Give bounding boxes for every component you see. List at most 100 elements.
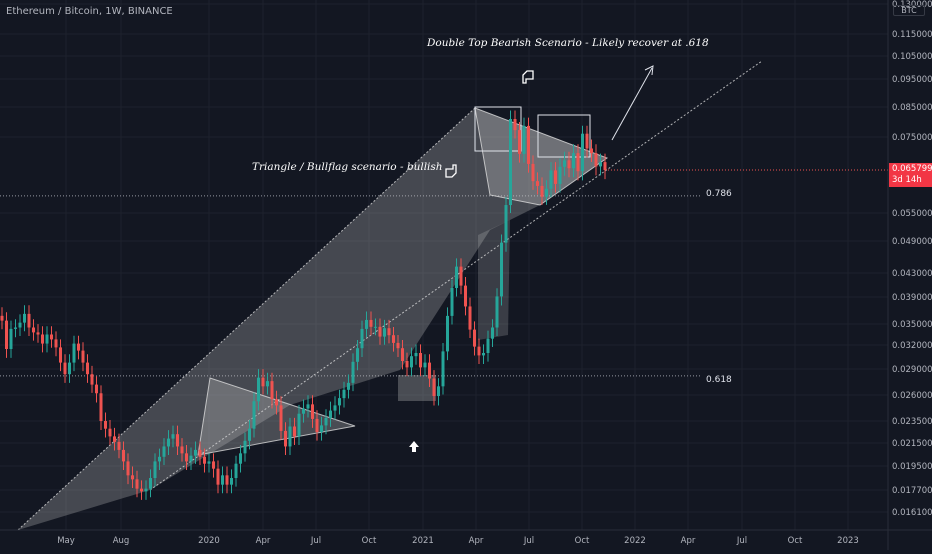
candle-body	[207, 461, 211, 464]
candle-body	[527, 125, 530, 164]
candle-body	[279, 405, 283, 431]
candle-body	[432, 378, 436, 397]
candle-body	[540, 185, 544, 197]
candle-body	[563, 160, 566, 167]
x-tick-label: 2021	[412, 536, 434, 546]
candle-body	[342, 389, 346, 399]
candle-body	[14, 327, 17, 329]
candle-body	[603, 162, 607, 170]
y-tick-label: 0.115000	[892, 30, 932, 40]
candle-body	[275, 399, 278, 406]
candle-body	[86, 362, 89, 375]
candle-body	[320, 425, 323, 432]
candle-body	[0, 315, 4, 321]
candle-body	[126, 461, 130, 476]
candle-body	[221, 475, 224, 485]
candle-body	[518, 130, 521, 154]
x-tick-label: Oct	[788, 536, 803, 546]
y-tick-label: 0.026000	[892, 391, 932, 401]
candle-body	[68, 362, 71, 375]
candle-body	[455, 266, 458, 288]
x-tick-label: Apr	[681, 536, 696, 546]
candle-body	[495, 296, 499, 328]
candle-body	[171, 434, 175, 439]
candle-body	[72, 343, 76, 363]
candle-body	[230, 478, 233, 485]
candle-body	[234, 463, 238, 478]
y-tick-label: 0.023500	[892, 417, 932, 427]
currency-badge[interactable]: BTC	[893, 5, 925, 16]
candle-body	[104, 421, 107, 429]
candle-body	[311, 404, 314, 419]
candle-body	[135, 479, 139, 489]
y-tick-label: 0.029000	[892, 365, 932, 375]
candle-body	[293, 426, 296, 437]
candle-body	[27, 313, 31, 328]
candle-body	[77, 343, 80, 351]
candle-body	[473, 329, 476, 347]
candle-body	[212, 461, 215, 469]
rising-wedge-zone	[18, 108, 607, 530]
up-arrow-shape	[409, 441, 419, 452]
candle-body	[149, 478, 152, 489]
candle-body	[270, 381, 274, 400]
candle-body	[450, 288, 454, 316]
candle-body	[99, 393, 103, 421]
hand-shape	[445, 164, 457, 178]
candle-body	[423, 362, 427, 368]
y-tick-label: 0.095000	[892, 75, 932, 85]
y-tick-label: 0.021500	[892, 439, 932, 449]
candle-body	[18, 322, 22, 328]
x-tick-label: Oct	[362, 536, 377, 546]
candle-body	[144, 488, 148, 492]
candle-body	[243, 440, 247, 454]
candle-body	[396, 342, 400, 349]
candle-body	[419, 353, 422, 368]
candle-body	[284, 430, 287, 447]
candle-body	[500, 242, 503, 297]
candle-body	[482, 353, 485, 356]
candle-body	[45, 334, 49, 344]
candle-body	[63, 362, 67, 375]
y-tick-label: 0.085000	[892, 103, 932, 113]
candle-body	[594, 153, 598, 167]
candle-body	[360, 328, 364, 349]
annotation-double-top: Double Top Bearish Scenario - Likely rec…	[427, 37, 709, 49]
y-tick-label: 0.016100	[892, 508, 932, 518]
candle-body	[486, 338, 490, 353]
candle-body	[459, 266, 463, 286]
candle-body	[378, 326, 382, 337]
y-tick-label: 0.039000	[892, 293, 932, 303]
candle-body	[509, 119, 512, 206]
x-tick-label: Aug	[113, 536, 130, 546]
symbol-title[interactable]: Ethereum / Bitcoin, 1W, BINANCE	[6, 6, 173, 17]
candle-body	[81, 350, 85, 363]
hand-shape	[522, 70, 534, 84]
candle-body	[329, 410, 332, 418]
candle-body	[477, 346, 481, 356]
candle-body	[504, 205, 508, 243]
x-tick-label: Apr	[256, 536, 271, 546]
candle-body	[185, 453, 188, 462]
candle-body	[576, 153, 580, 172]
candle-body	[401, 348, 404, 361]
candle-body	[131, 475, 134, 480]
candle-body	[248, 428, 251, 441]
candle-body	[315, 418, 319, 432]
up-arrow-icon	[409, 441, 419, 452]
candle-body	[531, 163, 535, 182]
candle-body	[572, 153, 575, 169]
candle-body	[347, 382, 350, 390]
candle-body	[545, 188, 548, 197]
candle-body	[176, 434, 179, 447]
candle-body	[437, 386, 440, 397]
y-tick-label: 0.043000	[892, 269, 932, 279]
candle-body	[261, 377, 265, 387]
y-tick-label: 0.032000	[892, 341, 932, 351]
candle-body	[599, 162, 602, 167]
candle-body	[90, 374, 94, 385]
x-tick-label: Jul	[310, 536, 321, 546]
candle-body	[441, 351, 445, 387]
